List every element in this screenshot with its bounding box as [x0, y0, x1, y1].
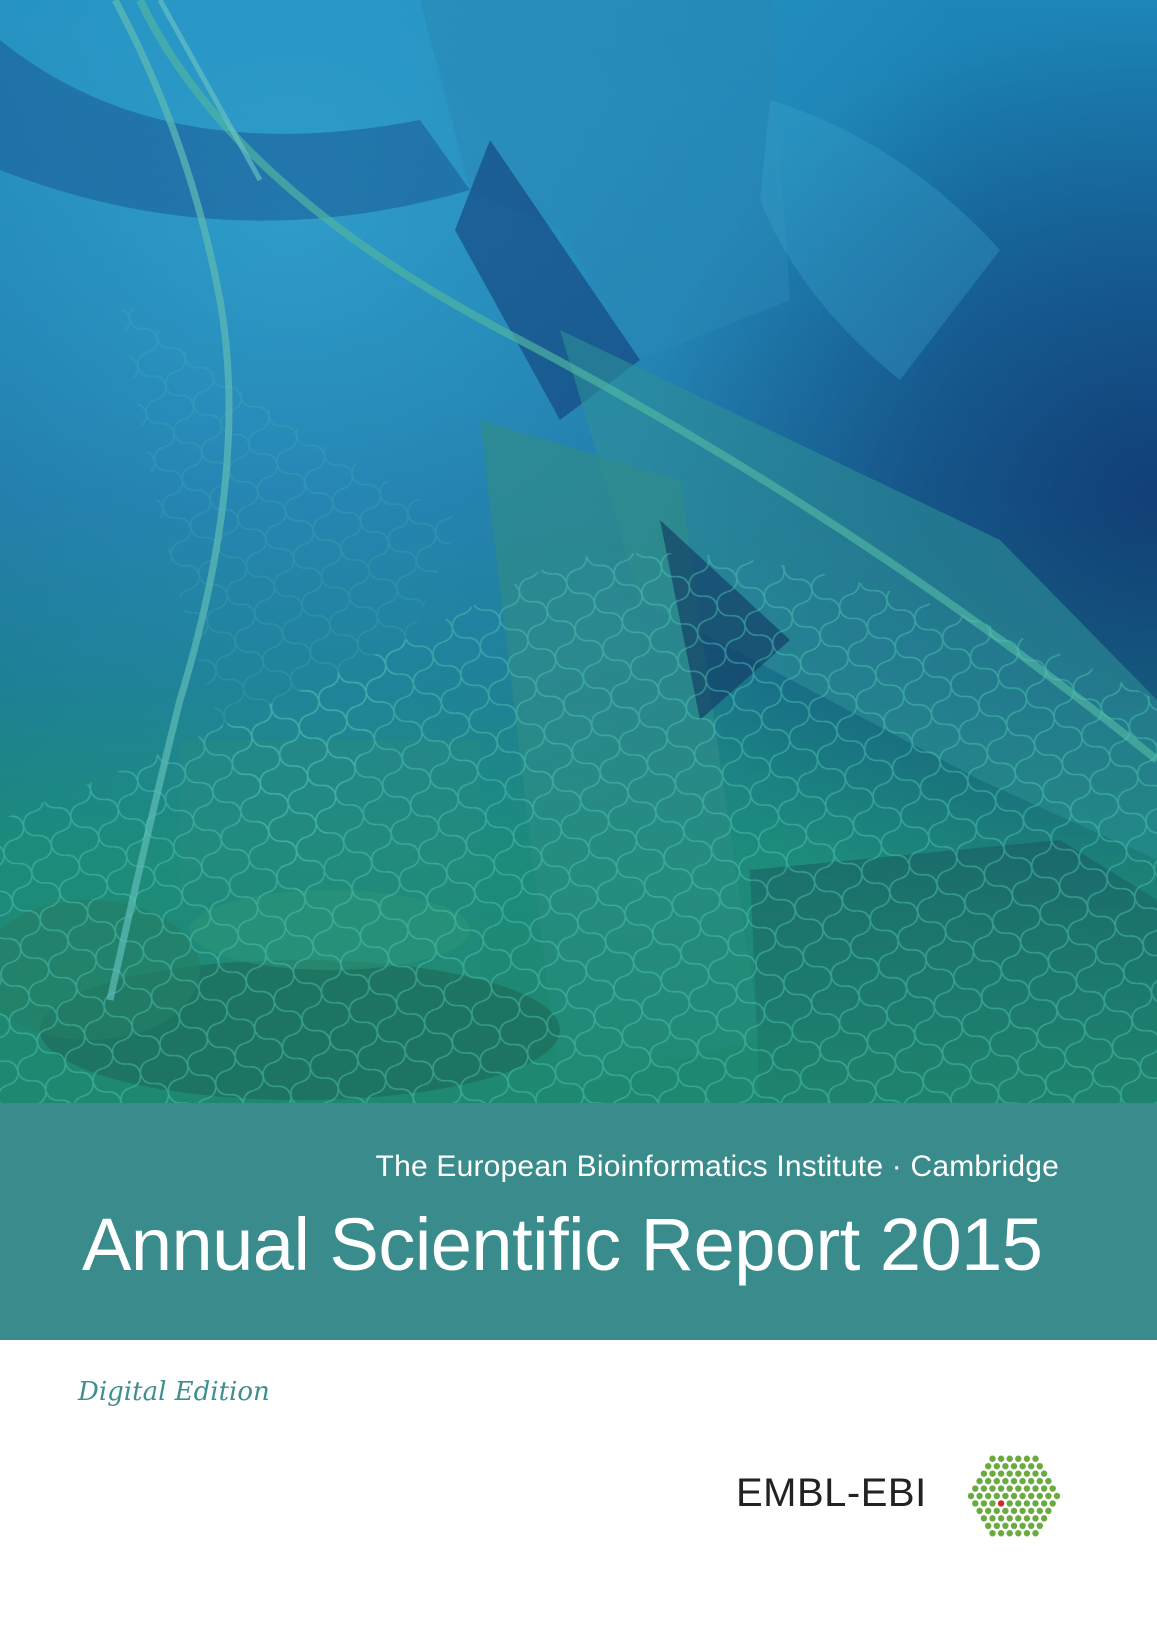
logo-dot — [997, 1470, 1005, 1477]
logo-dot — [985, 1463, 992, 1470]
logo-dot — [1010, 1463, 1018, 1470]
logo-dot — [997, 1485, 1005, 1492]
logo-dot — [1019, 1522, 1026, 1529]
report-title: Annual Scientific Report 2015 — [82, 1203, 1043, 1286]
logo-dot — [1023, 1515, 1031, 1522]
logo-dot — [985, 1477, 992, 1485]
logo-dot — [1023, 1530, 1031, 1537]
logo-dot — [1049, 1500, 1056, 1507]
logo-dot — [968, 1492, 975, 1500]
logo-dot — [1002, 1477, 1009, 1485]
logo-dot — [980, 1500, 988, 1507]
logo-dot — [1036, 1507, 1043, 1515]
logo-dot — [989, 1500, 996, 1507]
logo-dot — [989, 1485, 996, 1492]
logo-dot — [1015, 1455, 1022, 1462]
logo-dot — [1032, 1515, 1039, 1522]
logo-dot — [997, 1455, 1005, 1462]
logo-dot — [1015, 1470, 1022, 1477]
logo-dot — [1015, 1500, 1022, 1507]
logo-dot — [1023, 1455, 1031, 1462]
logo-dot — [985, 1492, 992, 1500]
logo-dot — [1010, 1507, 1018, 1515]
cover-photo — [0, 0, 1157, 1103]
logo-accent-dot — [997, 1500, 1005, 1507]
logo-dot — [993, 1522, 1000, 1529]
logo-dot — [1040, 1470, 1048, 1477]
logo-dot — [1002, 1463, 1009, 1470]
logo-dot — [1040, 1515, 1048, 1522]
logo-dot — [1032, 1485, 1039, 1492]
logo-dot — [1023, 1500, 1031, 1507]
title-band — [0, 1103, 1157, 1340]
logo-text: EMBL-EBI — [736, 1471, 927, 1515]
logo-dot — [976, 1477, 983, 1485]
logo-dot — [1006, 1515, 1013, 1522]
logo-dot — [1019, 1477, 1026, 1485]
logo-dot — [1023, 1485, 1031, 1492]
logo-dot — [1023, 1470, 1031, 1477]
logo-dot — [1019, 1492, 1026, 1500]
logo-dot — [1045, 1507, 1052, 1515]
logo-dot — [1040, 1485, 1048, 1492]
logo-dot — [1032, 1500, 1039, 1507]
logo-dot — [989, 1455, 996, 1462]
logo-dot — [1019, 1463, 1026, 1470]
logo-dot — [1036, 1492, 1043, 1500]
logo-dot — [1010, 1477, 1018, 1485]
logo-dot — [976, 1492, 983, 1500]
logo-dot — [1053, 1492, 1061, 1500]
logo-dot — [1002, 1507, 1009, 1515]
logo-dot — [989, 1470, 996, 1477]
logo-dot — [1036, 1463, 1043, 1470]
logo-dot — [1036, 1477, 1043, 1485]
logo-dot — [997, 1530, 1005, 1537]
logo-dot — [1015, 1515, 1022, 1522]
logo-dot — [976, 1507, 983, 1515]
logo-dot — [989, 1530, 996, 1537]
logo-dot — [1006, 1500, 1013, 1507]
logo-dot — [1006, 1470, 1013, 1477]
logo-dot — [1006, 1455, 1013, 1462]
logo-dot — [985, 1507, 992, 1515]
logo-dot — [1028, 1477, 1035, 1485]
logo-dot — [993, 1492, 1000, 1500]
logo-dot — [993, 1477, 1000, 1485]
logo-dot — [1045, 1477, 1052, 1485]
logo-dot — [1006, 1530, 1013, 1537]
logo-dot — [1015, 1485, 1022, 1492]
logo-dot — [989, 1515, 996, 1522]
logo-dot — [972, 1500, 979, 1507]
logo-dot — [1028, 1463, 1035, 1470]
edition-label: Digital Edition — [78, 1377, 270, 1407]
logo-dot — [993, 1507, 1000, 1515]
logo-dot — [997, 1515, 1005, 1522]
institute-line: The European Bioinformatics Institute · … — [375, 1150, 1059, 1183]
logo-dot — [1049, 1485, 1056, 1492]
logo-dot — [985, 1522, 992, 1529]
logo-dot — [1002, 1522, 1009, 1529]
embl-ebi-hexagon-dots-icon — [968, 1455, 1061, 1537]
logo-dot — [1010, 1492, 1018, 1500]
logo-dot — [993, 1463, 1000, 1470]
logo-dot — [1028, 1492, 1035, 1500]
logo-dot — [1015, 1530, 1022, 1537]
logo-dot — [1032, 1530, 1039, 1537]
logo-dot — [1028, 1507, 1035, 1515]
logo-dot — [1040, 1500, 1048, 1507]
logo-dot — [1006, 1485, 1013, 1492]
logo-dot — [980, 1515, 988, 1522]
logo-dot — [1036, 1522, 1043, 1529]
logo-dot — [972, 1485, 979, 1492]
embl-ebi-logo: EMBL-EBI — [736, 1445, 1076, 1547]
logo-dot — [1032, 1455, 1039, 1462]
logo-dot — [1002, 1492, 1009, 1500]
logo-dot — [1032, 1470, 1039, 1477]
logo-dot — [1019, 1507, 1026, 1515]
logo-dot — [1010, 1522, 1018, 1529]
logo-dot — [1045, 1492, 1052, 1500]
logo-dot — [980, 1485, 988, 1492]
logo-dot — [1028, 1522, 1035, 1529]
logo-dot — [980, 1470, 988, 1477]
